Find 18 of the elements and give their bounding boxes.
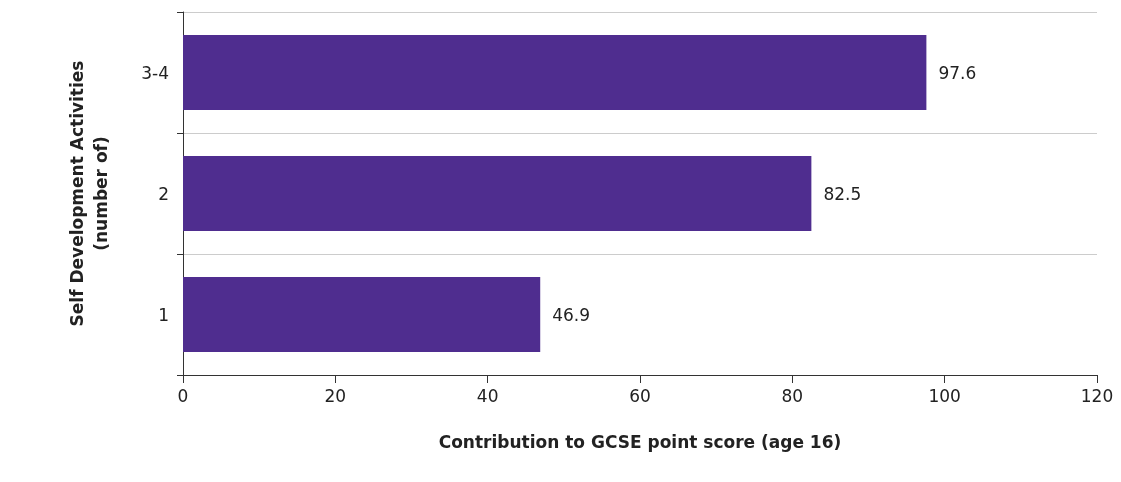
bar	[183, 276, 541, 353]
x-tick-label: 120	[1080, 385, 1114, 406]
data-label: 82.5	[823, 183, 862, 204]
y-tick-label: 3-4	[141, 62, 169, 83]
y-tick-label: 1	[158, 304, 169, 325]
y-axis-title: Self Development Activities (number of)	[67, 60, 111, 327]
x-tick-label: 0	[177, 385, 189, 406]
x-tick-label: 20	[324, 385, 347, 406]
x-tick-label: 40	[476, 385, 499, 406]
x-tick-label: 80	[781, 385, 804, 406]
x-tick-label: 100	[928, 385, 961, 406]
data-label: 97.6	[938, 62, 977, 83]
x-tick-label: 60	[629, 385, 651, 406]
x-axis-title: Contribution to GCSE point score (age 16)	[438, 431, 842, 452]
data-label: 46.9	[552, 304, 591, 325]
y-tick-label: 2	[158, 183, 169, 204]
bar	[183, 34, 927, 111]
bar	[183, 155, 812, 232]
